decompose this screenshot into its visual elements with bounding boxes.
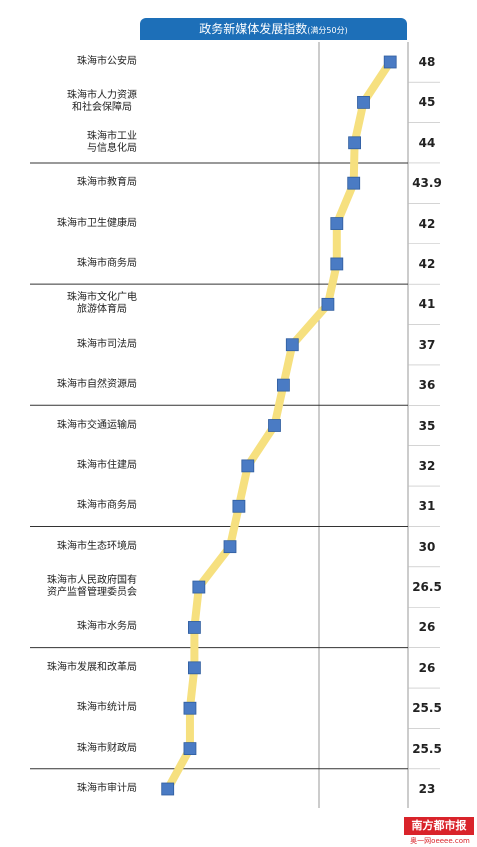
value-label: 26.5 bbox=[412, 580, 442, 595]
marker bbox=[276, 378, 290, 392]
marker bbox=[285, 338, 299, 352]
category-label: 珠海市商务局 bbox=[77, 257, 137, 269]
category-label: 珠海市公安局 bbox=[77, 56, 137, 67]
marker bbox=[183, 742, 197, 756]
value-label: 43.9 bbox=[412, 176, 442, 191]
marker bbox=[161, 782, 175, 796]
marker bbox=[183, 701, 197, 715]
category-label: 珠海市自然资源局 bbox=[57, 379, 137, 391]
chart-title: 政务新媒体发展指数 bbox=[199, 22, 308, 36]
category-label: 珠海市交通运输局 bbox=[57, 419, 137, 431]
category-label: 珠海市财政局 bbox=[77, 742, 137, 754]
chart-title-bar: 政务新媒体发展指数(满分50分) bbox=[140, 18, 407, 40]
category-label: 珠海市人民政府国有 资产监督管理委员会 bbox=[47, 575, 137, 599]
category-label: 珠海市司法局 bbox=[77, 338, 137, 350]
value-label: 35 bbox=[418, 418, 436, 433]
category-label: 珠海市审计局 bbox=[77, 783, 137, 794]
category-label: 珠海市发展和改革局 bbox=[47, 661, 137, 673]
marker bbox=[223, 540, 237, 554]
chart-subtitle: (满分50分) bbox=[307, 26, 348, 35]
marker bbox=[330, 257, 344, 271]
brand-site: 奥一网oeeee.com bbox=[410, 837, 470, 845]
category-label: 珠海市工业 与信息化局 bbox=[87, 130, 137, 154]
marker bbox=[321, 297, 335, 311]
marker bbox=[241, 459, 255, 473]
marker bbox=[192, 580, 206, 594]
category-label: 珠海市生态环境局 bbox=[57, 540, 137, 552]
marker bbox=[348, 136, 362, 150]
marker bbox=[187, 661, 201, 675]
marker bbox=[383, 55, 397, 69]
value-label: 26 bbox=[418, 660, 436, 675]
value-label: 26 bbox=[418, 620, 436, 635]
value-label: 45 bbox=[418, 95, 436, 110]
value-label: 31 bbox=[418, 499, 436, 514]
value-label: 42 bbox=[418, 256, 436, 271]
marker bbox=[347, 176, 361, 190]
marker bbox=[268, 419, 281, 432]
value-label: 30 bbox=[418, 539, 436, 554]
category-label: 珠海市统计局 bbox=[77, 702, 137, 714]
category-label: 珠海市住建局 bbox=[77, 459, 137, 471]
value-label: 42 bbox=[418, 216, 436, 231]
category-label: 珠海市水务局 bbox=[77, 621, 137, 633]
category-label: 珠海市人力资源 和社会保障局 bbox=[67, 90, 137, 114]
value-label: 41 bbox=[418, 297, 436, 312]
value-label: 48 bbox=[418, 55, 436, 69]
value-label: 32 bbox=[418, 458, 436, 473]
marker bbox=[232, 499, 246, 513]
value-label: 44 bbox=[418, 135, 436, 150]
category-label: 珠海市教育局 bbox=[77, 177, 137, 189]
marker bbox=[330, 217, 344, 230]
value-label: 23 bbox=[418, 782, 436, 796]
value-label: 25.5 bbox=[412, 741, 442, 756]
marker bbox=[187, 621, 201, 634]
brand-logo: 南方都市报 bbox=[404, 817, 474, 835]
category-label: 珠海市商务局 bbox=[77, 500, 137, 512]
value-label: 36 bbox=[418, 378, 436, 393]
marker bbox=[357, 95, 370, 109]
category-label: 珠海市卫生健康局 bbox=[57, 217, 137, 229]
category-label: 珠海市文化广电 旅游体育局 bbox=[67, 292, 137, 316]
value-label: 37 bbox=[418, 337, 436, 352]
value-label: 25.5 bbox=[412, 701, 442, 716]
